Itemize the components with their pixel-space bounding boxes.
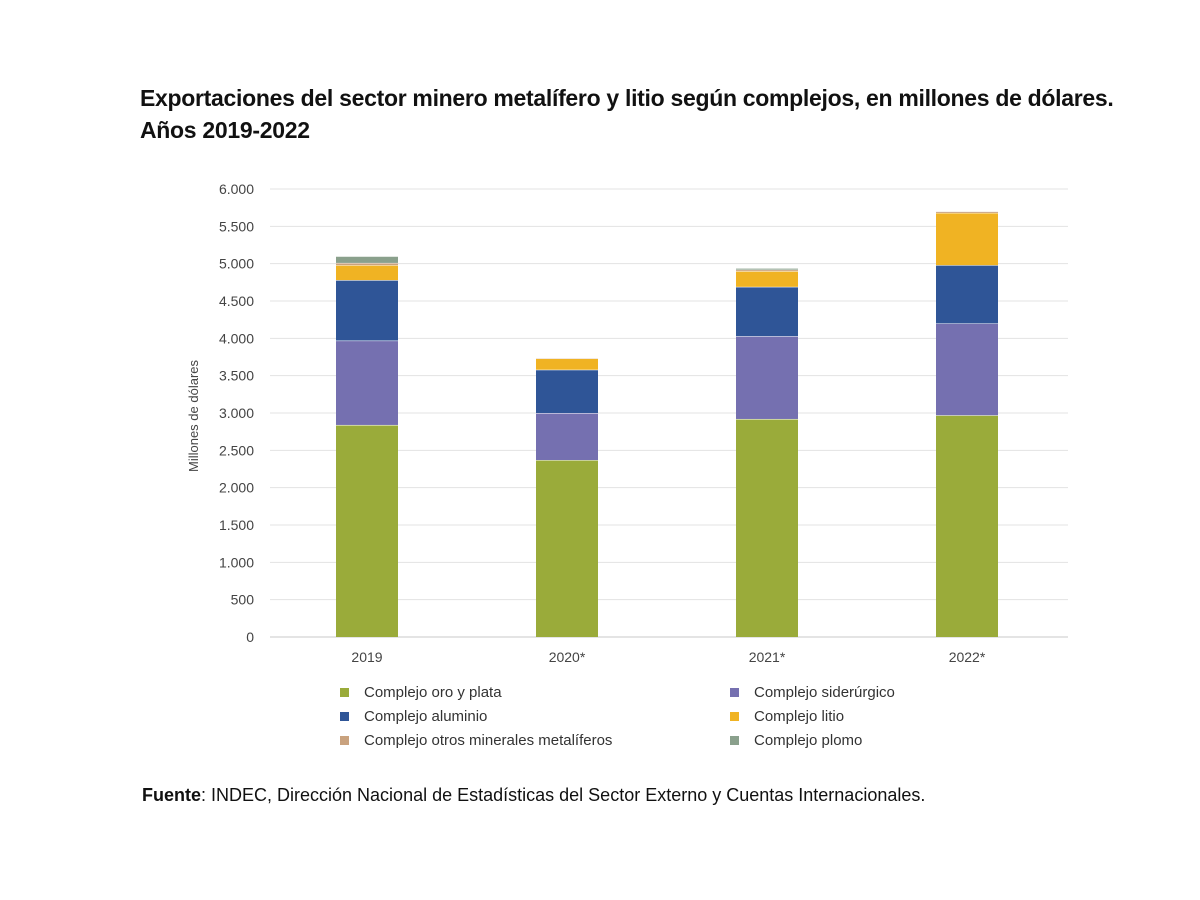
legend-label: Complejo siderúrgico [754, 683, 895, 701]
bar-segment [536, 460, 598, 637]
bar-segment [336, 265, 398, 281]
source-note: Fuente: INDEC, Dirección Nacional de Est… [142, 785, 925, 806]
y-tick-label: 2.000 [219, 480, 254, 496]
y-tick-label: 500 [231, 592, 255, 608]
bar-segment [736, 271, 798, 287]
bar-segment [736, 418, 798, 637]
bar-segment [936, 211, 998, 213]
y-tick-label: 2.500 [219, 442, 254, 458]
bar-segment [336, 262, 398, 266]
legend-swatch [340, 687, 349, 697]
legend-label: Complejo aluminio [364, 707, 488, 725]
bar-segment [336, 340, 398, 425]
bar-segment [936, 265, 998, 324]
legend-item: Complejo oro y plata [340, 682, 730, 702]
legend-item: Complejo plomo [730, 730, 940, 750]
y-tick-label: 5.000 [219, 256, 254, 272]
y-tick-label: 4.500 [219, 293, 254, 309]
legend-label: Complejo oro y plata [364, 683, 502, 701]
bar-segment [736, 286, 798, 337]
y-axis-title: Millones de dólares [186, 360, 201, 473]
source-label: Fuente [142, 785, 202, 805]
y-tick-label: 4.000 [219, 330, 254, 346]
bar-segment [936, 323, 998, 416]
legend-swatch [340, 711, 349, 721]
chart-title-line2: Años 2019-2022 [140, 117, 310, 143]
legend-label: Complejo litio [754, 707, 845, 725]
bar-segment [736, 269, 798, 272]
x-tick-label: 2021* [749, 649, 786, 665]
legend-item: Complejo siderúrgico [730, 682, 940, 702]
legend-swatch [730, 711, 739, 721]
legend-swatch [730, 735, 739, 745]
y-axis-ticks: 0 500 1.000 1.500 2.000 2.500 3.000 3.500 4.000 4… [219, 181, 254, 645]
y-tick-label: 0 [246, 629, 254, 645]
legend-label: Complejo plomo [754, 731, 863, 749]
legend-item: Complejo litio [730, 706, 940, 726]
chart-title: Exportaciones del sector minero metalífe… [140, 82, 1140, 146]
y-tick-label: 6.000 [219, 181, 254, 197]
y-tick-label: 1.000 [219, 554, 254, 570]
bar-segment [336, 424, 398, 637]
x-tick-label: 2019 [351, 649, 382, 665]
bar-segment [936, 212, 998, 266]
legend-label: Complejo otros minerales metalíferos [364, 731, 613, 749]
source-text: : INDEC, Dirección Nacional de Estadísti… [201, 785, 926, 805]
legend-swatch [340, 735, 349, 745]
x-axis-ticks: 2019 2020* 2021* 2022* [351, 649, 985, 665]
legend-swatch [730, 687, 739, 697]
y-tick-label: 3.000 [219, 405, 254, 421]
legend-item: Complejo otros minerales metalíferos [340, 730, 730, 750]
gridlines [270, 188, 1068, 638]
bar-segment [536, 369, 598, 413]
bar-segment [336, 280, 398, 341]
bar-segment [736, 336, 798, 419]
bars [336, 210, 998, 637]
y-tick-label: 1.500 [219, 517, 254, 533]
bar-segment [536, 413, 598, 461]
bar-segment [536, 358, 598, 370]
legend-item: Complejo aluminio [340, 706, 730, 726]
chart-title-line1: Exportaciones del sector minero metalífe… [140, 85, 1114, 111]
y-tick-label: 3.500 [219, 368, 254, 384]
bar-segment [336, 256, 398, 263]
bar-segment [736, 268, 798, 270]
x-tick-label: 2022* [949, 649, 986, 665]
y-tick-label: 5.500 [219, 218, 254, 234]
bar-segment [936, 415, 998, 637]
chart-legend: Complejo oro y plata Complejo siderúrgico… [340, 682, 940, 750]
x-tick-label: 2020* [549, 649, 586, 665]
